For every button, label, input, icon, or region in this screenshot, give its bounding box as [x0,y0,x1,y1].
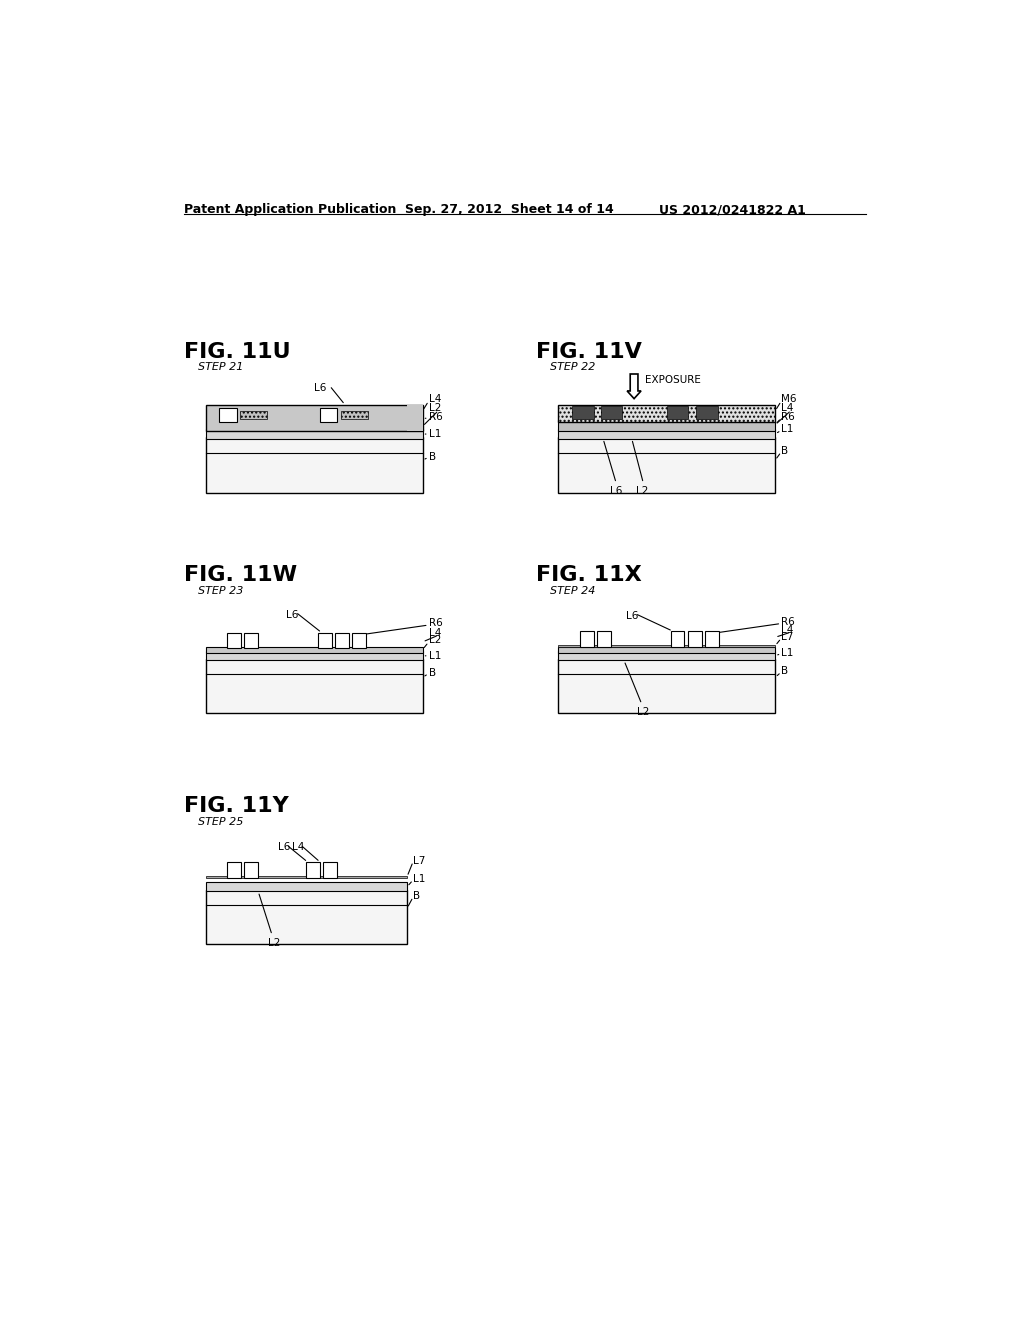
Text: STEP 21: STEP 21 [198,363,243,372]
Text: Sep. 27, 2012  Sheet 14 of 14: Sep. 27, 2012 Sheet 14 of 14 [406,203,614,216]
Polygon shape [407,405,423,430]
Text: L2: L2 [429,403,441,413]
Text: L2: L2 [636,486,648,495]
Bar [597,631,611,647]
Text: FIG. 11W: FIG. 11W [183,565,297,585]
Bar [572,405,594,420]
Bar [321,408,337,422]
Bar [206,437,423,492]
Bar [705,631,719,647]
Bar [240,411,266,418]
Text: R6: R6 [781,616,795,627]
Bar [219,408,237,422]
Bar [206,876,407,878]
Bar [317,632,332,648]
Text: R6: R6 [781,412,795,422]
Bar [558,420,775,430]
Text: B: B [429,668,436,677]
Text: STEP 23: STEP 23 [198,586,243,595]
Bar [245,862,258,878]
Bar [206,651,423,660]
Bar [580,631,594,647]
Bar [206,429,423,438]
Text: L4: L4 [781,624,794,635]
Bar [558,645,775,647]
Text: B: B [414,891,420,902]
Text: EXPOSURE: EXPOSURE [645,375,700,385]
Bar [206,890,407,944]
Text: US 2012/0241822 A1: US 2012/0241822 A1 [658,203,806,216]
Bar [558,659,775,713]
Text: L4: L4 [429,393,441,404]
Text: B: B [781,667,788,676]
Text: L6: L6 [314,383,327,393]
FancyArrow shape [627,374,641,399]
Bar [667,405,688,420]
Text: L1: L1 [781,648,794,657]
Bar [558,405,775,422]
Text: L7: L7 [781,632,794,643]
Text: FIG. 11Y: FIG. 11Y [183,796,289,816]
Bar [558,647,775,653]
Text: FIG. 11X: FIG. 11X [537,565,642,585]
Text: L6: L6 [610,486,623,495]
Bar [558,651,775,660]
Bar [558,429,775,438]
Bar [601,405,623,420]
Text: L1: L1 [429,429,441,440]
Text: L4: L4 [429,628,441,638]
Text: STEP 25: STEP 25 [198,817,243,826]
Text: L4: L4 [292,842,305,853]
Text: L6: L6 [286,610,298,619]
Bar [335,632,349,648]
Text: L1: L1 [781,425,794,434]
Text: R6: R6 [429,412,442,422]
Bar [227,862,241,878]
Bar [206,405,423,430]
Text: STEP 24: STEP 24 [550,586,596,595]
Text: Patent Application Publication: Patent Application Publication [183,203,396,216]
Text: B: B [781,446,788,455]
Text: L2: L2 [267,937,280,948]
Bar [671,631,684,647]
Bar [352,632,366,648]
Text: L6: L6 [626,611,638,622]
Bar [306,862,321,878]
Text: M6: M6 [781,393,797,404]
Text: L2: L2 [429,635,441,645]
Text: L1: L1 [429,651,441,661]
Bar [696,405,718,420]
Text: L6: L6 [279,842,291,853]
Bar [558,437,775,492]
Bar [206,659,423,713]
Text: FIG. 11U: FIG. 11U [183,342,291,362]
Text: L7: L7 [414,855,426,866]
Bar [206,647,423,653]
Text: L1: L1 [414,874,426,884]
Bar [341,411,369,418]
Text: R6: R6 [429,619,442,628]
Bar [245,632,258,648]
Bar [227,632,241,648]
Bar [324,862,337,878]
Text: STEP 22: STEP 22 [550,363,596,372]
Text: L4: L4 [781,403,794,413]
Bar [206,882,407,891]
Bar [687,631,701,647]
Text: FIG. 11V: FIG. 11V [537,342,642,362]
Text: B: B [429,453,436,462]
Text: L2: L2 [637,706,649,717]
